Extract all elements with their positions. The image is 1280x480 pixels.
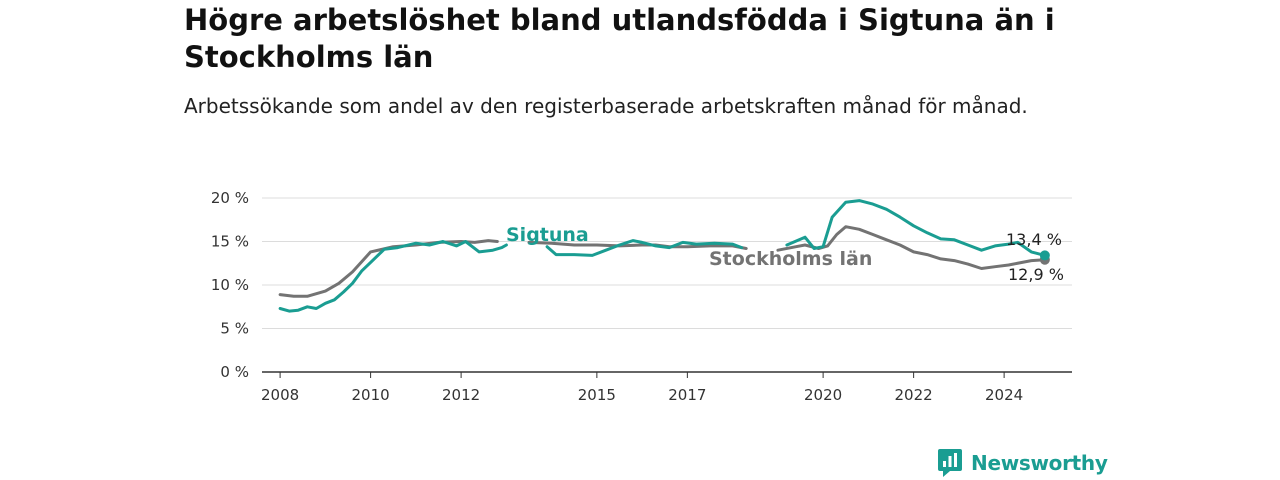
x-tick-label: 2010	[352, 386, 390, 404]
series-label-stockholms-lan: Stockholms län	[709, 248, 872, 270]
x-tick-label: 2022	[895, 386, 933, 404]
y-tick-label: 0 %	[220, 363, 249, 381]
x-tick-label: 2017	[668, 386, 706, 404]
y-tick-label: 10 %	[211, 276, 249, 294]
brand-name: Newsworthy	[971, 451, 1108, 475]
y-tick-label: 20 %	[211, 189, 249, 207]
y-tick-label: 5 %	[220, 320, 249, 338]
newsworthy-logo-icon	[938, 449, 962, 477]
x-tick-label: 2008	[261, 386, 299, 404]
x-tick-label: 2020	[804, 386, 842, 404]
chart-header: Högre arbetslöshet bland utlandsfödda i …	[184, 2, 1084, 121]
end-value-label-stockholms-lan: 12,9 %	[1008, 265, 1064, 284]
chart-title: Högre arbetslöshet bland utlandsfödda i …	[184, 3, 1055, 74]
series-line-stockholms-län	[278, 225, 1047, 298]
x-tick-label: 2024	[985, 386, 1023, 404]
series-line-sigtuna	[278, 199, 1047, 313]
y-tick-label: 15 %	[211, 233, 249, 251]
series-end-point-sigtuna	[1039, 250, 1050, 261]
x-tick-label: 2012	[442, 386, 480, 404]
series-label-sigtuna: Sigtuna	[506, 224, 589, 246]
chart-subtitle: Arbetssökande som andel av den registerb…	[184, 94, 1028, 118]
brand-logo[interactable]: Newsworthy	[937, 448, 1108, 478]
end-value-label-sigtuna: 13,4 %	[1006, 230, 1062, 249]
x-tick-label: 2015	[578, 386, 616, 404]
